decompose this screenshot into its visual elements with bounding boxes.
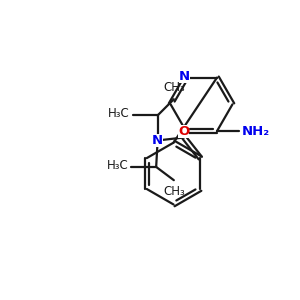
Text: N: N bbox=[179, 70, 190, 83]
Text: H₃C: H₃C bbox=[108, 107, 130, 120]
Text: CH₃: CH₃ bbox=[164, 185, 185, 199]
Text: H₃C: H₃C bbox=[106, 159, 128, 172]
Text: NH₂: NH₂ bbox=[242, 124, 270, 138]
Text: CH₃: CH₃ bbox=[164, 81, 185, 94]
Text: N: N bbox=[152, 134, 163, 147]
Text: O: O bbox=[178, 125, 189, 138]
